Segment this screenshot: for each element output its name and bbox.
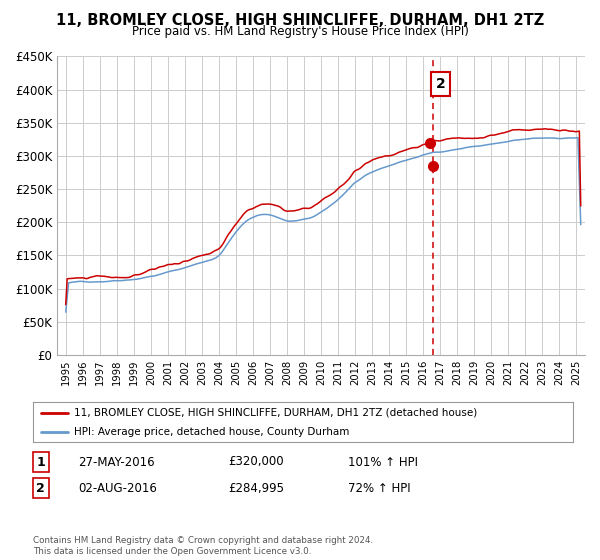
Text: 02-AUG-2016: 02-AUG-2016 (78, 482, 157, 495)
Text: 2: 2 (37, 482, 45, 495)
Text: 101% ↑ HPI: 101% ↑ HPI (348, 455, 418, 469)
Text: Price paid vs. HM Land Registry's House Price Index (HPI): Price paid vs. HM Land Registry's House … (131, 25, 469, 38)
Text: 27-MAY-2016: 27-MAY-2016 (78, 455, 155, 469)
Text: 72% ↑ HPI: 72% ↑ HPI (348, 482, 410, 495)
Text: £320,000: £320,000 (228, 455, 284, 469)
Text: HPI: Average price, detached house, County Durham: HPI: Average price, detached house, Coun… (74, 427, 349, 436)
Text: £284,995: £284,995 (228, 482, 284, 495)
Text: 2: 2 (436, 77, 445, 91)
Text: 11, BROMLEY CLOSE, HIGH SHINCLIFFE, DURHAM, DH1 2TZ: 11, BROMLEY CLOSE, HIGH SHINCLIFFE, DURH… (56, 13, 544, 28)
Text: 11, BROMLEY CLOSE, HIGH SHINCLIFFE, DURHAM, DH1 2TZ (detached house): 11, BROMLEY CLOSE, HIGH SHINCLIFFE, DURH… (74, 408, 477, 418)
Text: Contains HM Land Registry data © Crown copyright and database right 2024.
This d: Contains HM Land Registry data © Crown c… (33, 536, 373, 556)
Text: 1: 1 (37, 455, 45, 469)
